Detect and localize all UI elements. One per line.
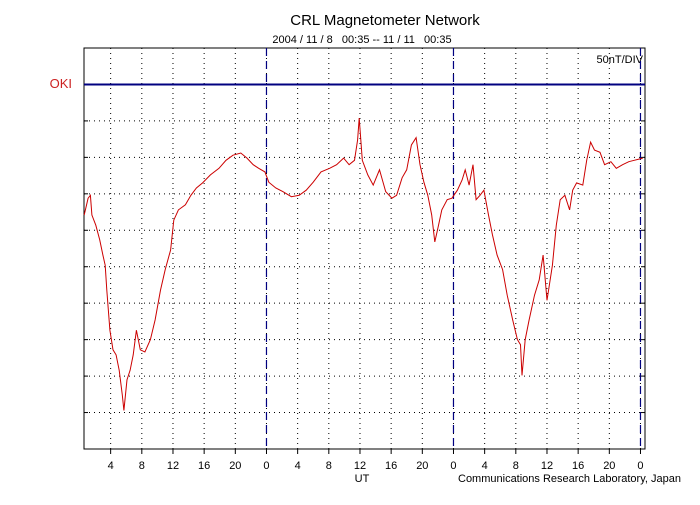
x-tick-label: 8 xyxy=(513,460,519,472)
x-tick-label: 20 xyxy=(229,460,241,472)
x-tick-label: 0 xyxy=(637,460,643,472)
x-tick-label: 0 xyxy=(263,460,269,472)
plot-frame xyxy=(83,47,646,450)
chart-subtitle: 2004 / 11 / 8 00:35 -- 11 / 11 00:35 xyxy=(272,34,451,46)
x-tick-label: 20 xyxy=(603,460,615,472)
x-tick-label: 12 xyxy=(354,460,366,472)
station-label: OKI xyxy=(50,76,72,91)
x-tick-label: 20 xyxy=(416,460,428,472)
chart-title: CRL Magnetometer Network xyxy=(290,12,480,29)
x-tick-label: 12 xyxy=(167,460,179,472)
x-tick-label: 4 xyxy=(108,460,114,472)
x-tick-label: 8 xyxy=(326,460,332,472)
x-tick-label: 16 xyxy=(572,460,584,472)
data-line xyxy=(83,117,643,411)
x-axis-label: UT xyxy=(355,473,370,485)
x-tick-label: 4 xyxy=(482,460,488,472)
x-tick-label: 0 xyxy=(450,460,456,472)
credit: Communications Research Laboratory, Japa… xyxy=(458,473,681,485)
x-tick-label: 8 xyxy=(139,460,145,472)
x-tick-label: 12 xyxy=(541,460,553,472)
x-tick-label: 4 xyxy=(295,460,301,472)
x-tick-label: 16 xyxy=(385,460,397,472)
x-tick-label: 16 xyxy=(198,460,210,472)
scale-label: 50nT/DIV xyxy=(597,54,644,66)
